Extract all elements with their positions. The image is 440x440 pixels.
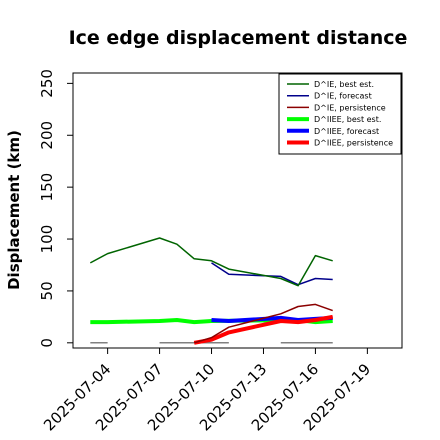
y-tick-label: 0	[38, 338, 56, 348]
legend-entry: D^IE, persistence	[314, 103, 386, 112]
series-line	[193, 303, 333, 344]
legend-entry: D^IE, best est.	[314, 80, 374, 89]
series-line	[193, 314, 334, 345]
y-tick-label: 50	[38, 281, 56, 300]
legend-entry: D^IIEE, forecast	[314, 127, 379, 136]
y-axis-label: Displacement (km)	[5, 130, 23, 290]
chart-title: Ice edge displacement distance	[69, 27, 408, 49]
legend-entry: D^IIEE, persistence	[314, 139, 393, 148]
plot-frame	[72, 72, 403, 349]
y-tick-label: 150	[38, 173, 56, 202]
y-tick-label: 200	[38, 121, 56, 150]
legend-entry: D^IIEE, best est.	[314, 115, 381, 124]
series-line	[89, 237, 333, 287]
legend-entry: D^IE, forecast	[314, 92, 372, 101]
y-tick-label: 100	[38, 225, 56, 254]
series-line	[211, 262, 333, 286]
y-tick-label: 250	[38, 69, 56, 98]
